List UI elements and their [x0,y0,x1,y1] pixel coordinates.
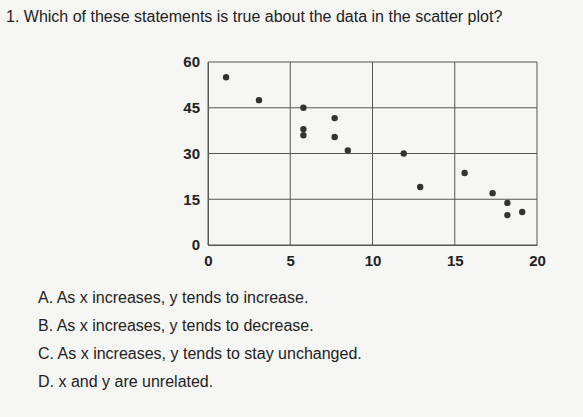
point [300,132,306,138]
tick: 60 [183,53,208,70]
tick-label: 20 [529,252,546,269]
grid-line-y [208,62,537,63]
tick-label: 45 [183,99,200,116]
answer-option: B. As x increases, y tends to decrease. [38,317,314,334]
answer-option: D. x and y are unrelated. [38,373,213,390]
tick-label: 0 [204,252,212,269]
tick-label: 15 [183,191,200,208]
points [223,74,526,218]
x-axis: 0 5 10 15 20 [204,245,546,269]
grid-line-y [208,245,537,246]
tick: 20 [529,245,546,269]
axis-line [208,63,209,246]
tick: 30 [183,145,208,162]
tick: 0 [204,245,212,269]
grid-line-y [208,107,537,108]
grid-line-y [208,199,537,200]
point [417,184,423,190]
point [461,170,467,176]
tick: 0 [192,236,208,253]
point [504,200,510,206]
tick-label: 5 [287,252,295,269]
point [489,190,495,196]
y-axis: 0 15 30 45 60 [183,53,208,253]
point [300,126,306,132]
tick: 15 [183,191,208,208]
grid-line-x [208,62,209,245]
tick-label: 10 [365,252,382,269]
point [504,212,510,218]
tick: 10 [365,245,382,269]
answer-option: C. As x increases, y tends to stay uncha… [38,345,362,362]
point [300,105,306,111]
point [256,97,262,103]
tick: 5 [287,245,295,269]
answer-option: A. As x increases, y tends to increase. [38,289,308,306]
question: 1. Which of these statements is true abo… [6,8,502,25]
point [331,134,337,140]
point [331,115,337,121]
tick: 15 [447,245,464,269]
axis-line [209,245,538,246]
grid [208,62,537,245]
grid-line-y [208,153,537,154]
point [519,209,525,215]
tick: 45 [183,99,208,116]
point [345,147,351,153]
tick-label: 30 [183,145,200,162]
tick-label: 60 [183,53,200,70]
tick-label: 15 [447,252,464,269]
tick-label: 0 [192,236,200,253]
point [401,150,407,156]
point [223,74,229,80]
